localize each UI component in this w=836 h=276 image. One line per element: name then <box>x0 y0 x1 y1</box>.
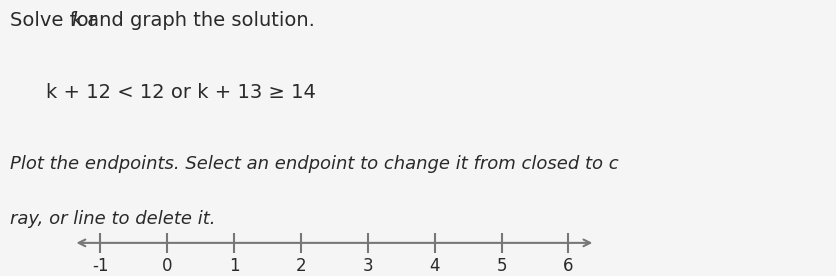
Text: -1: -1 <box>92 257 109 275</box>
Text: and graph the solution.: and graph the solution. <box>81 11 315 30</box>
Text: 5: 5 <box>497 257 507 275</box>
Text: 4: 4 <box>430 257 440 275</box>
Text: 3: 3 <box>363 257 373 275</box>
Text: k: k <box>71 11 82 30</box>
Text: Solve for: Solve for <box>10 11 103 30</box>
Text: 2: 2 <box>296 257 306 275</box>
Text: Plot the endpoints. Select an endpoint to change it from closed to c: Plot the endpoints. Select an endpoint t… <box>10 155 619 172</box>
Text: 0: 0 <box>162 257 172 275</box>
Text: k + 12 < 12 or k + 13 ≥ 14: k + 12 < 12 or k + 13 ≥ 14 <box>46 83 316 102</box>
Text: 1: 1 <box>229 257 239 275</box>
Text: 6: 6 <box>563 257 573 275</box>
Text: ray, or line to delete it.: ray, or line to delete it. <box>10 210 216 228</box>
